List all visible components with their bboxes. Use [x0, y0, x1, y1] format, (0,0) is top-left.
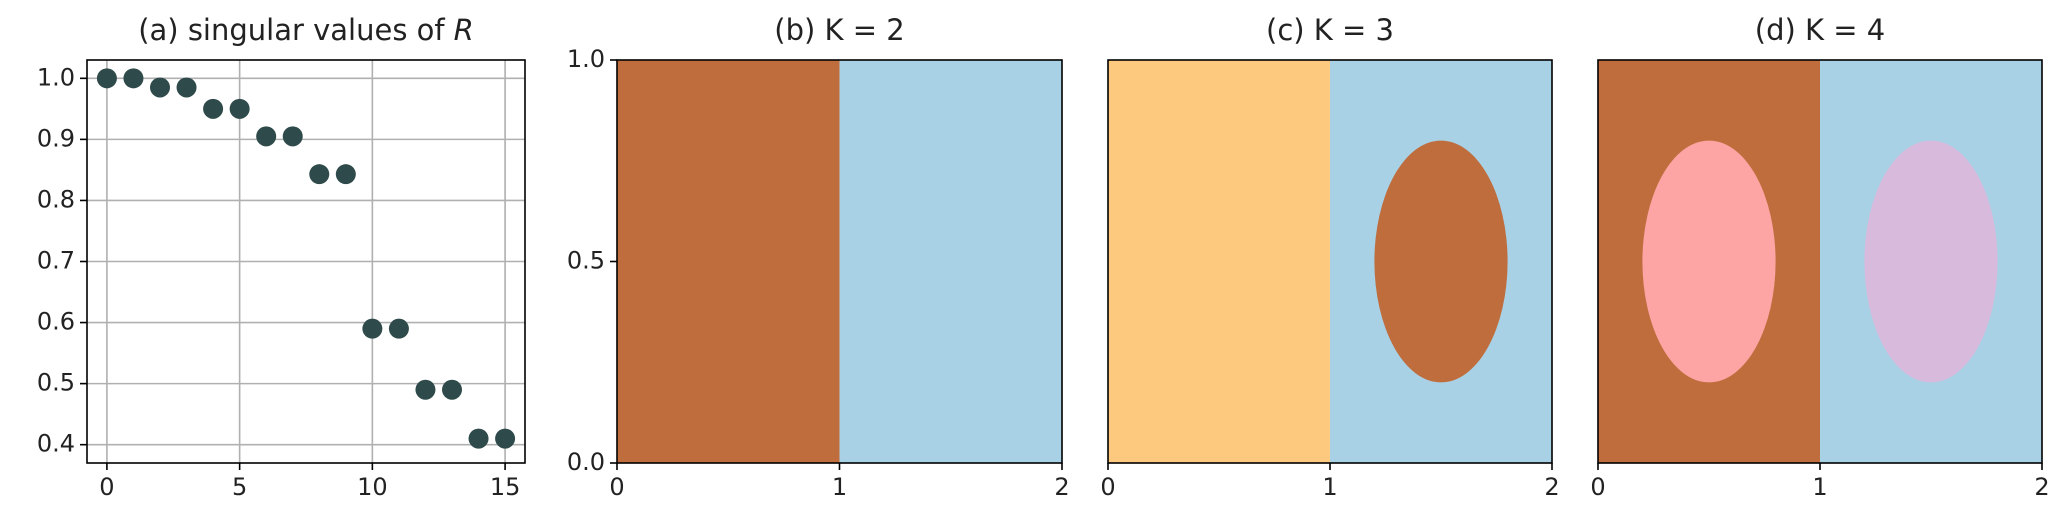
point	[96, 68, 117, 89]
title-math: R	[454, 13, 474, 47]
point	[150, 77, 170, 98]
y-tick-label: 0.8	[37, 185, 75, 213]
panel-title: (a) singular values of R	[138, 13, 474, 47]
x-tick-label: 2	[1544, 473, 1559, 501]
region	[839, 60, 1062, 463]
point	[388, 318, 409, 339]
y-tick-label: 0.5	[567, 247, 605, 275]
panel: 0 5 10 15 0.4 0.5 0.6 0.7 0.8 0.9 1.0 (a) singular …	[37, 13, 526, 501]
point	[335, 164, 356, 185]
y-tick-label: 1.0	[567, 45, 605, 73]
point	[415, 379, 436, 400]
x-tick-label: 0	[1590, 473, 1605, 501]
point	[442, 379, 462, 400]
region	[1374, 140, 1508, 383]
x-tick-label: 0	[1100, 473, 1115, 501]
y-tick-label: 0.5	[37, 369, 75, 397]
regions	[1598, 60, 2042, 463]
title-text: (d) K = 4	[1755, 13, 1885, 47]
panel: 0 1 2 (d) K = 4	[1590, 13, 2049, 501]
x-tick-label: 5	[232, 473, 247, 501]
x-tick-label: 15	[490, 473, 521, 501]
point	[256, 126, 277, 147]
title-text: (b) K = 2	[774, 13, 904, 47]
region	[617, 60, 840, 463]
point	[282, 126, 303, 147]
x-tick-label: 1	[832, 473, 847, 501]
panel-title: (b) K = 2	[774, 13, 904, 47]
x-tick-label: 10	[357, 473, 388, 501]
y-tick-label: 0.6	[37, 308, 75, 336]
x-tick-label: 0	[99, 473, 114, 501]
x-tick-label: 1	[1812, 473, 1827, 501]
point	[123, 68, 144, 89]
title-text: (c) K = 3	[1266, 13, 1394, 47]
point	[309, 164, 330, 185]
y-tick-label: 0.7	[37, 247, 75, 275]
regions	[1108, 60, 1552, 463]
panel-title: (d) K = 4	[1755, 13, 1885, 47]
y-tick-label: 1.0	[37, 63, 75, 91]
point	[495, 428, 516, 449]
panel: 0 1 2 0.0 0.5 1.0 (b) K = 2	[567, 13, 1070, 501]
x-tick-label: 0	[609, 473, 624, 501]
y-tick-label: 0.9	[37, 124, 75, 152]
point	[468, 428, 489, 449]
point	[229, 98, 250, 119]
y-tick-label: 0.0	[567, 448, 605, 476]
x-tick-label: 2	[1054, 473, 1069, 501]
y-tick-label: 0.4	[37, 430, 75, 458]
region	[1108, 60, 1330, 463]
x-tick-label: 1	[1322, 473, 1337, 501]
region	[1642, 140, 1776, 383]
point	[203, 98, 224, 119]
panel-title: (c) K = 3	[1266, 13, 1394, 47]
regions	[617, 60, 1062, 463]
title-text: (a) singular values of	[138, 13, 445, 47]
point	[176, 77, 197, 98]
point	[362, 318, 383, 339]
x-tick-label: 2	[2034, 473, 2049, 501]
region	[1864, 140, 1998, 383]
panel: 0 1 2 (c) K = 3	[1100, 13, 1559, 501]
